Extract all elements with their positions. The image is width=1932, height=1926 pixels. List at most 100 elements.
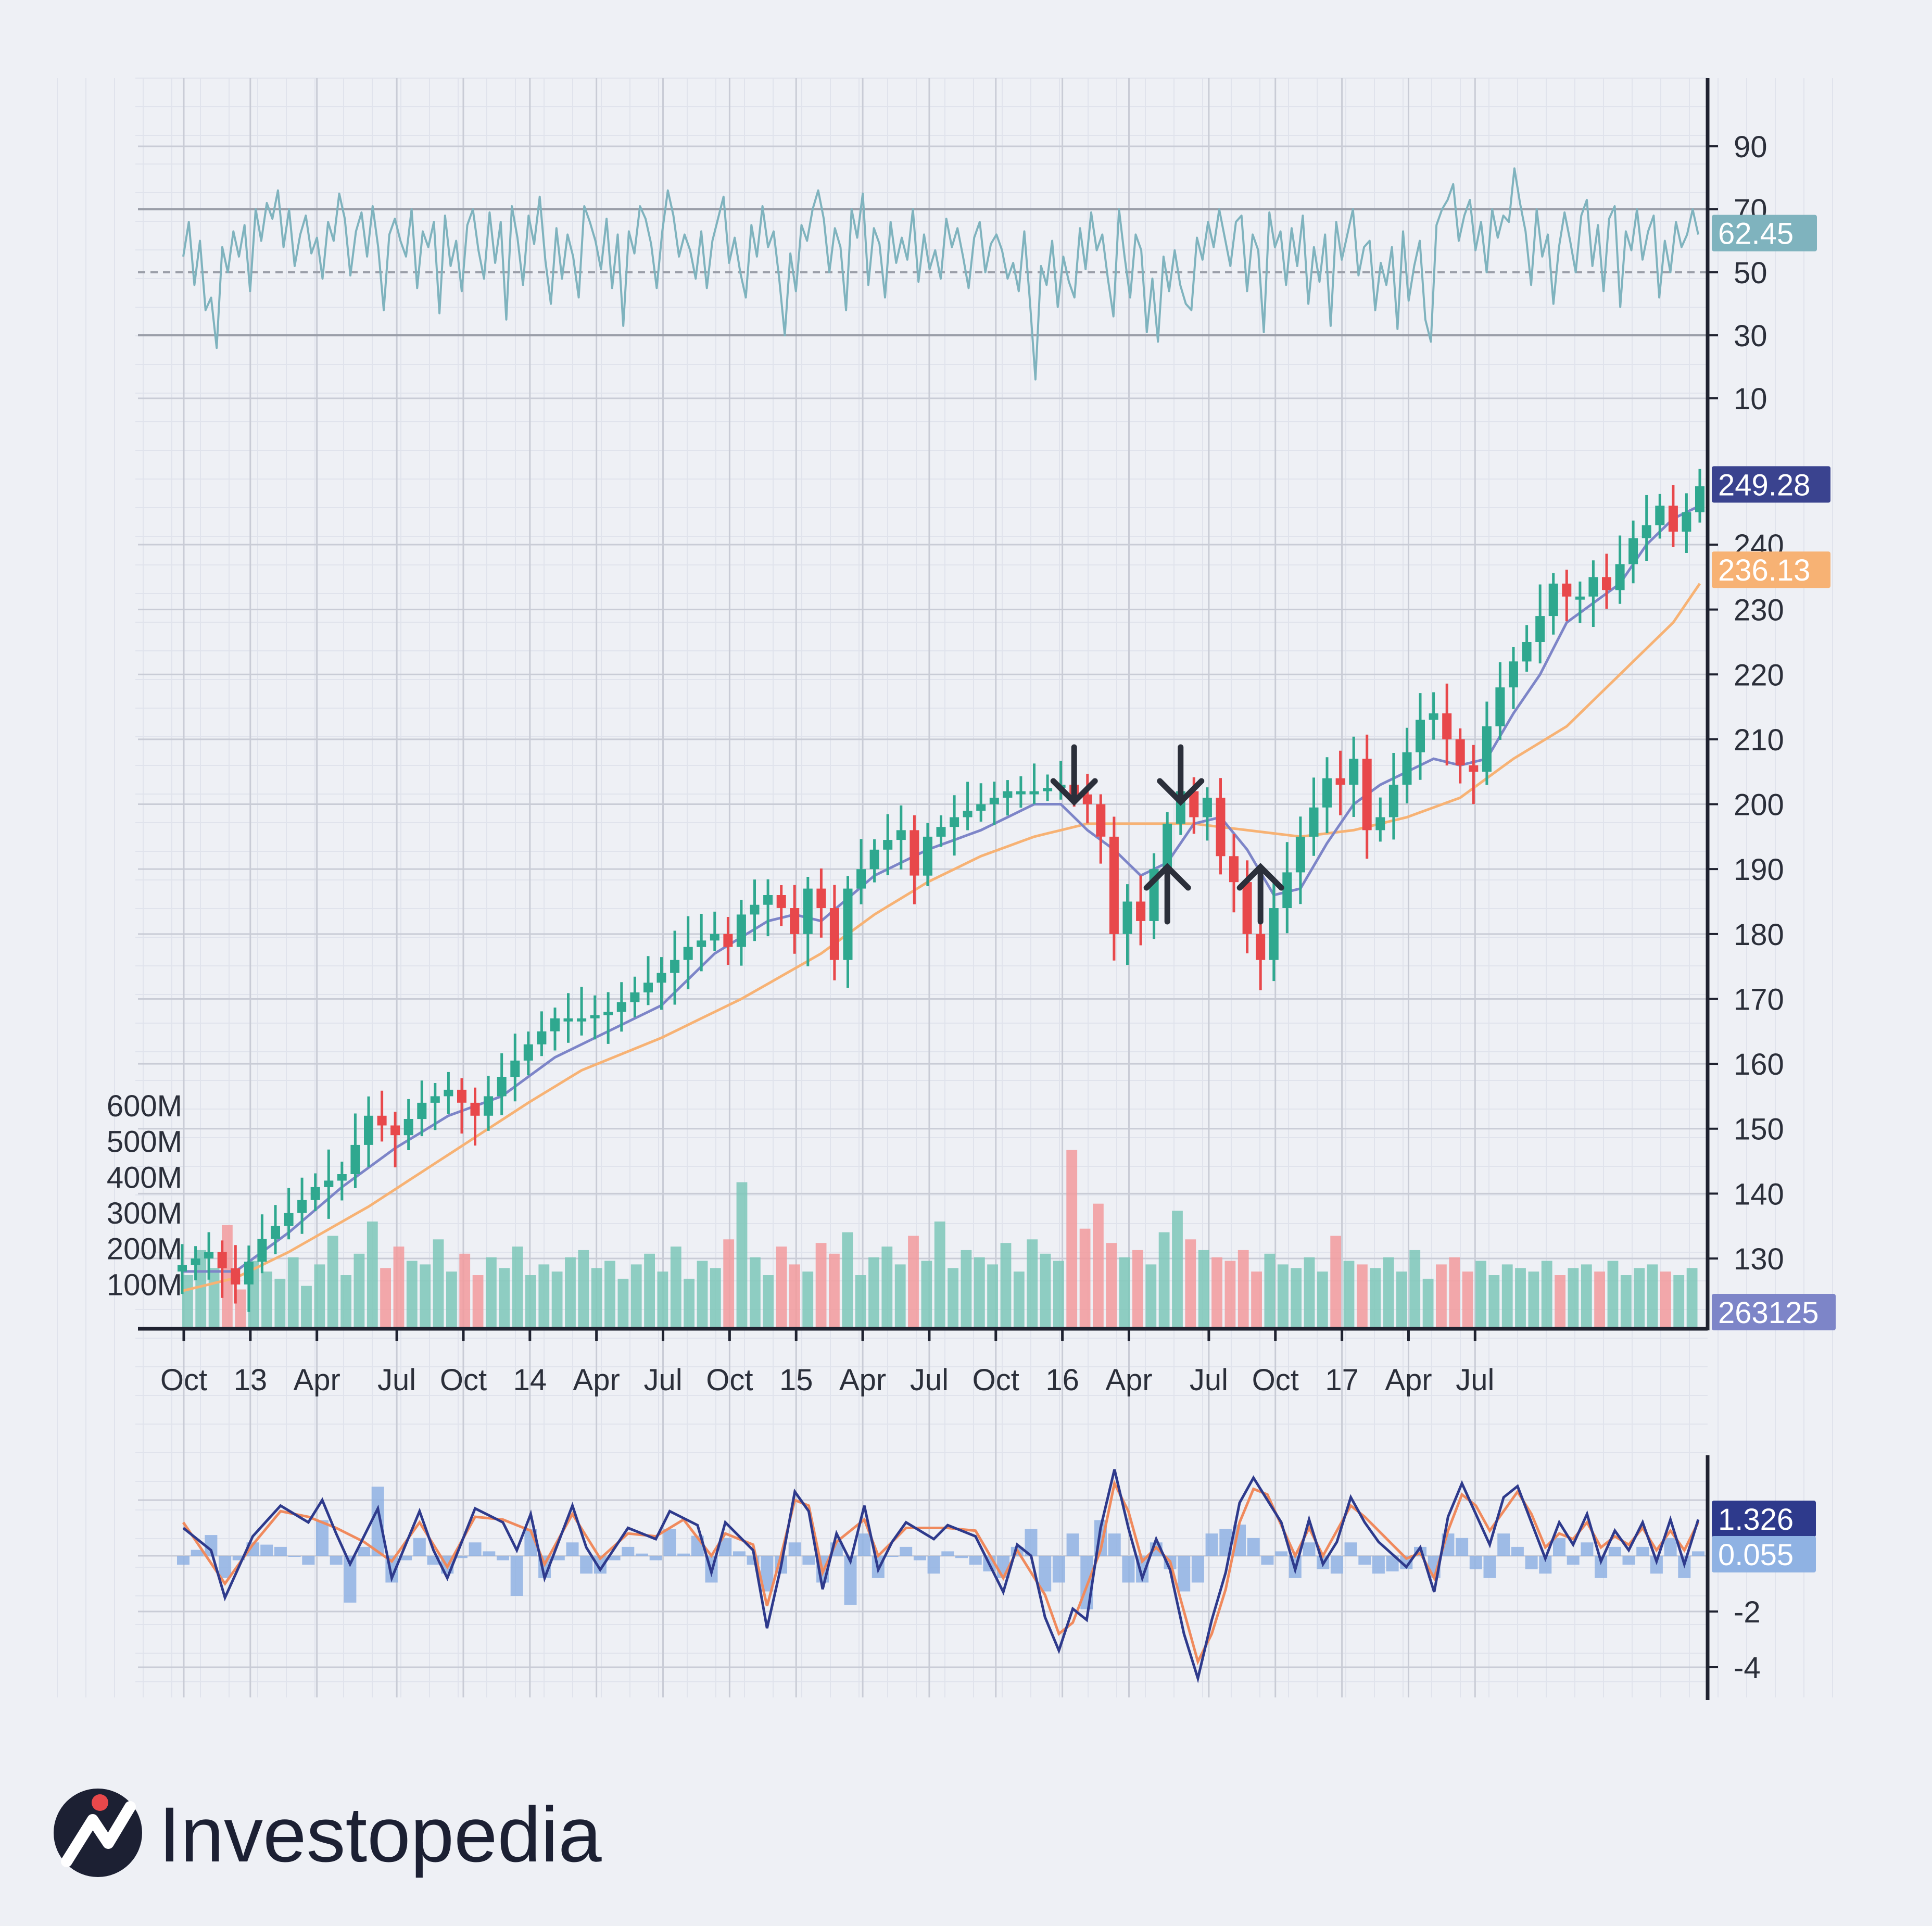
price-tick-label: 180	[1734, 918, 1784, 952]
volume-bar	[1488, 1275, 1500, 1329]
candle-body	[656, 973, 666, 983]
volume-bar	[1277, 1264, 1289, 1329]
macd-histogram-bar	[288, 1556, 301, 1557]
macd-value-badge: 1.326	[1712, 1501, 1816, 1538]
x-tick-label: Apr	[294, 1363, 340, 1397]
candle-body	[710, 934, 719, 941]
volume-bar	[1581, 1264, 1592, 1329]
volume-bar	[961, 1250, 972, 1329]
macd-histogram-bar	[232, 1556, 245, 1560]
macd-value-badge-bg	[1712, 1501, 1816, 1538]
rsi-tick-label: 90	[1734, 130, 1767, 164]
macd-histogram-bar	[1330, 1556, 1343, 1574]
volume-bar	[499, 1268, 510, 1329]
macd-histogram-bar	[177, 1556, 190, 1565]
volume-bar	[776, 1247, 787, 1329]
volume-bar	[578, 1250, 589, 1329]
x-tick-label: Jul	[1190, 1363, 1228, 1397]
rsi-value-badge-bg	[1712, 215, 1817, 251]
candle-body	[803, 888, 813, 934]
macd-histogram-bar	[1692, 1551, 1704, 1556]
volume-tick-label: 100M	[107, 1268, 182, 1302]
macd-histogram-bar	[330, 1556, 343, 1565]
volume-bar	[1528, 1272, 1539, 1329]
price-tick-label: 220	[1734, 658, 1784, 692]
x-tick-label: Oct	[706, 1363, 753, 1397]
macd-histogram-bar	[1344, 1542, 1357, 1556]
volume-bar	[1132, 1250, 1143, 1329]
x-tick-label: Oct	[973, 1363, 1019, 1397]
candle-body	[244, 1262, 254, 1285]
candle-body	[1388, 785, 1398, 817]
candle-body	[1202, 798, 1212, 817]
volume-bar	[1158, 1232, 1170, 1329]
x-tick-label: 13	[234, 1363, 268, 1397]
volume-bar	[1027, 1239, 1038, 1329]
candle-body	[1655, 506, 1665, 525]
candle-body	[324, 1180, 334, 1187]
candle-body	[178, 1265, 187, 1272]
macd-histogram-bar	[858, 1533, 871, 1556]
volume-bar	[736, 1182, 748, 1329]
volume-tick-label: 300M	[107, 1197, 182, 1230]
candle-body	[950, 817, 959, 827]
macd-histogram-bar	[454, 1556, 468, 1558]
volume-bar	[1106, 1243, 1117, 1329]
candle-body	[497, 1077, 507, 1097]
candle-body	[896, 830, 906, 840]
price-tick-label: 130	[1734, 1242, 1784, 1276]
volume-bar	[1079, 1228, 1091, 1329]
volume-bar	[1409, 1250, 1421, 1329]
candle-body	[1189, 791, 1199, 817]
macd-histogram-bar	[955, 1556, 968, 1558]
candle-body	[550, 1018, 560, 1031]
candle-body	[829, 908, 839, 960]
candle-body	[1256, 934, 1266, 960]
candle-body	[723, 934, 733, 947]
candle-body	[643, 983, 653, 992]
macd-histogram-bar	[802, 1556, 815, 1565]
volume-value-badge-bg	[1712, 1294, 1836, 1330]
candle-body	[1695, 486, 1704, 512]
candle-body	[1588, 577, 1598, 597]
macd-histogram-bar	[1664, 1538, 1677, 1556]
volume-bar	[1686, 1268, 1698, 1329]
macd-histogram-bar	[608, 1556, 621, 1560]
candle-body	[1043, 788, 1053, 791]
volume-bar	[1198, 1250, 1209, 1329]
candle-body	[763, 895, 773, 905]
volume-bar	[657, 1272, 668, 1329]
candle-body	[1096, 804, 1106, 837]
candle-body	[1295, 836, 1305, 873]
histogram-value-badge-text: 0.055	[1718, 1538, 1794, 1572]
volume-bar	[1040, 1253, 1051, 1329]
macd-histogram-bar	[1511, 1546, 1524, 1556]
candle-body	[1335, 778, 1345, 785]
candle-body	[1016, 791, 1026, 795]
volume-bar	[789, 1264, 800, 1329]
candle-body	[1029, 791, 1039, 795]
x-tick-label: Oct	[1252, 1363, 1299, 1397]
volume-bar	[1185, 1239, 1196, 1329]
macd-histogram-bar	[677, 1553, 690, 1556]
volume-bar	[182, 1275, 193, 1329]
macd-histogram-bar	[1622, 1556, 1635, 1565]
volume-bar	[894, 1264, 906, 1329]
x-tick-label: Oct	[160, 1363, 207, 1397]
macd-histogram-bar	[622, 1546, 635, 1556]
macd-histogram-bar	[580, 1556, 593, 1574]
volume-bar	[512, 1247, 523, 1329]
candle-body	[231, 1268, 241, 1285]
volume-bar	[1647, 1264, 1658, 1329]
volume-bar	[1501, 1264, 1513, 1329]
macd-histogram-bar	[358, 1546, 371, 1556]
volume-bar	[855, 1275, 866, 1329]
volume-bar	[208, 1268, 220, 1329]
rsi-tick-label: 10	[1734, 382, 1767, 416]
volume-bar	[486, 1257, 497, 1329]
candle-body	[297, 1200, 307, 1213]
candle-body	[1522, 642, 1532, 662]
volume-bar	[1607, 1261, 1619, 1329]
candle-body	[976, 804, 986, 811]
candle-body	[444, 1089, 453, 1097]
